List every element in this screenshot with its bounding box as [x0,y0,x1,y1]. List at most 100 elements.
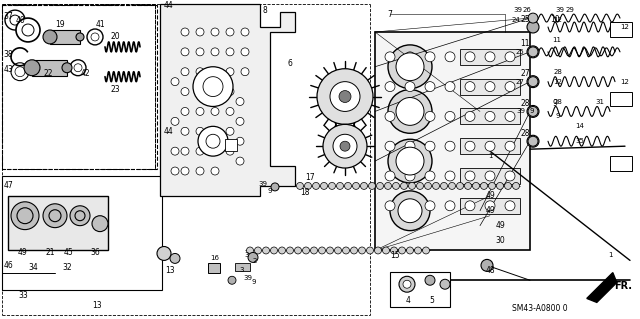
Text: 1: 1 [608,252,612,258]
Bar [460,198,520,214]
Circle shape [171,167,179,175]
Text: 26: 26 [523,7,531,13]
Circle shape [425,141,435,151]
Circle shape [43,30,57,44]
Circle shape [425,171,435,181]
Circle shape [236,98,244,106]
Text: 9: 9 [552,99,557,108]
Circle shape [396,53,424,81]
Circle shape [369,182,376,189]
Circle shape [527,135,539,147]
Circle shape [17,208,33,224]
Text: 14: 14 [575,123,584,129]
Text: 39: 39 [513,7,522,13]
Circle shape [226,147,234,155]
Circle shape [70,60,86,76]
Bar [32,60,67,76]
Circle shape [472,182,479,189]
Circle shape [408,182,415,189]
Circle shape [171,78,179,85]
Circle shape [385,111,395,121]
Circle shape [528,47,538,57]
Circle shape [425,52,435,62]
Text: 5: 5 [429,296,435,305]
Text: 28: 28 [520,129,530,138]
Circle shape [203,77,223,97]
Text: 22: 22 [44,69,52,78]
Circle shape [319,247,326,254]
Circle shape [226,48,234,56]
Bar [50,30,80,44]
Circle shape [485,171,495,181]
Circle shape [440,279,450,289]
Circle shape [388,45,432,89]
Circle shape [171,117,179,125]
Circle shape [403,280,411,288]
Circle shape [405,82,415,92]
Circle shape [445,52,455,62]
Circle shape [49,210,61,222]
Circle shape [485,111,495,121]
Circle shape [367,247,374,254]
Circle shape [481,182,488,189]
Text: 9: 9 [268,188,272,194]
Text: 11: 11 [552,37,561,43]
Circle shape [317,69,373,124]
Circle shape [246,247,253,254]
Circle shape [505,82,515,92]
Circle shape [236,137,244,145]
Circle shape [422,247,429,254]
Circle shape [196,127,204,135]
Text: 17: 17 [305,174,315,182]
Bar [375,32,530,250]
Text: 9: 9 [252,279,256,285]
Circle shape [424,182,431,189]
Bar [225,139,237,151]
Circle shape [342,247,349,254]
Circle shape [262,247,269,254]
Circle shape [226,108,234,115]
Text: 49: 49 [485,206,495,215]
Circle shape [211,48,219,56]
Circle shape [385,82,395,92]
Circle shape [528,77,538,86]
Bar [2,176,162,290]
Text: 49: 49 [17,248,27,257]
Circle shape [527,106,539,117]
Bar [460,108,520,124]
Circle shape [335,247,342,254]
Circle shape [405,141,415,151]
Text: 15: 15 [390,251,400,260]
Text: 43: 43 [3,65,13,74]
Circle shape [196,147,204,155]
Circle shape [505,111,515,121]
Circle shape [528,136,538,146]
Circle shape [392,182,399,189]
Text: 24: 24 [511,17,520,23]
Circle shape [70,206,90,226]
Circle shape [157,247,171,260]
Text: 1: 1 [488,153,492,159]
Circle shape [401,182,408,189]
Circle shape [10,15,20,25]
Circle shape [505,201,515,211]
Circle shape [385,182,392,189]
Circle shape [344,182,351,189]
Text: 32: 32 [62,263,72,272]
Circle shape [15,67,25,77]
Text: 18: 18 [300,189,310,197]
Circle shape [383,247,390,254]
Circle shape [287,247,294,254]
Circle shape [226,28,234,36]
Text: 45: 45 [63,248,73,257]
Circle shape [445,171,455,181]
Text: 49: 49 [495,221,505,230]
Circle shape [181,127,189,135]
Circle shape [527,76,539,88]
Circle shape [485,82,495,92]
Circle shape [248,252,258,263]
Circle shape [310,247,317,254]
Circle shape [456,182,463,189]
Text: 28: 28 [554,99,563,105]
Text: 19: 19 [55,19,65,28]
